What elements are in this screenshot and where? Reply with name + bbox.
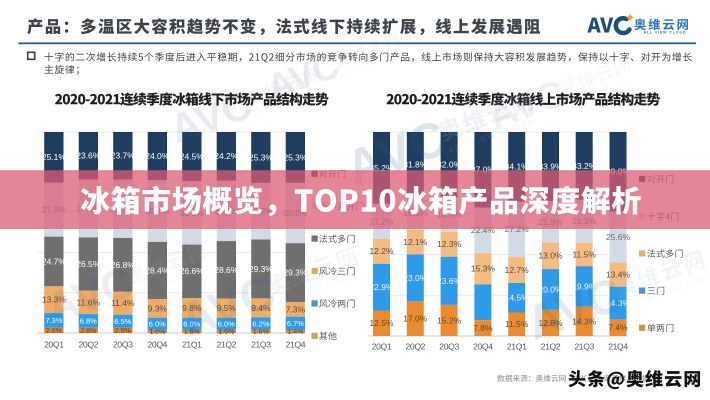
svg-text:14.3%: 14.3% [606, 298, 631, 308]
svg-text:21Q3: 21Q3 [251, 339, 271, 349]
svg-text:29.3%: 29.3% [249, 264, 274, 274]
svg-text:12.1%: 12.1% [403, 237, 428, 247]
svg-text:9.8%: 9.8% [182, 303, 202, 313]
svg-text:20.0%: 20.0% [538, 284, 563, 294]
svg-text:26.8%: 26.8% [111, 260, 136, 270]
svg-text:22.4%: 22.4% [471, 225, 496, 235]
svg-text:6.0%: 6.0% [183, 320, 200, 329]
svg-text:27.2%: 27.2% [505, 224, 530, 234]
svg-text:28.6%: 28.6% [214, 265, 239, 275]
svg-text:21Q4: 21Q4 [608, 341, 628, 351]
svg-text:21Q3: 21Q3 [574, 341, 594, 351]
svg-text:25.1%: 25.1% [42, 152, 67, 162]
svg-text:37.0%: 37.0% [471, 165, 496, 175]
svg-text:14.5%: 14.5% [505, 293, 530, 303]
svg-text:6.5%: 6.5% [114, 317, 131, 326]
svg-text:21Q2: 21Q2 [541, 341, 561, 351]
svg-text:17.0%: 17.0% [403, 314, 428, 324]
svg-text:11.5%: 11.5% [572, 249, 596, 259]
svg-text:12.8%: 12.8% [538, 318, 563, 328]
svg-text:1.6%: 1.6% [184, 329, 200, 336]
svg-text:21Q1: 21Q1 [182, 339, 202, 349]
svg-text:20Q1: 20Q1 [372, 341, 392, 351]
svg-text:24.5%: 24.5% [180, 152, 205, 162]
svg-text:33.9%: 33.9% [538, 162, 563, 172]
svg-text:26.6%: 26.6% [180, 266, 205, 276]
svg-text:26.5%: 26.5% [76, 259, 101, 269]
svg-text:21Q2: 21Q2 [216, 339, 236, 349]
svg-text:2.6%: 2.6% [46, 328, 62, 335]
svg-text:15.2%: 15.2% [437, 315, 462, 325]
svg-text:24.2%: 24.2% [214, 151, 239, 161]
svg-text:6.8%: 6.8% [80, 317, 97, 326]
svg-text:1.4%: 1.4% [287, 329, 303, 336]
svg-text:6.7%: 6.7% [287, 319, 304, 328]
svg-text:20Q3: 20Q3 [439, 341, 459, 351]
svg-text:23.0%: 23.0% [403, 273, 428, 283]
svg-text:34.1%: 34.1% [505, 162, 530, 172]
svg-text:25.3%: 25.3% [249, 152, 274, 162]
svg-text:13.3%: 13.3% [42, 295, 67, 305]
svg-text:22.9%: 22.9% [369, 282, 394, 292]
svg-text:1.6%: 1.6% [149, 329, 165, 336]
svg-text:9.3%: 9.3% [148, 303, 168, 313]
svg-text:1.6%: 1.6% [253, 329, 269, 336]
svg-text:32.0%: 32.0% [437, 160, 462, 170]
svg-text:12.2%: 12.2% [369, 246, 394, 256]
svg-text:21Q4: 21Q4 [286, 339, 306, 349]
svg-text:6.0%: 6.0% [149, 320, 166, 329]
svg-text:20Q2: 20Q2 [78, 339, 98, 349]
svg-text:24.0%: 24.0% [145, 151, 170, 161]
svg-text:25.6%: 25.6% [606, 232, 631, 242]
svg-text:7.3%: 7.3% [286, 304, 306, 314]
svg-text:21Q1: 21Q1 [507, 341, 527, 351]
svg-text:25.3%: 25.3% [283, 152, 308, 162]
svg-text:9.5%: 9.5% [217, 303, 237, 313]
svg-text:12.3%: 12.3% [437, 239, 462, 249]
svg-text:20Q1: 20Q1 [44, 339, 64, 349]
svg-text:23.6%: 23.6% [76, 151, 101, 161]
svg-text:6.2%: 6.2% [252, 319, 269, 328]
svg-text:33.2%: 33.2% [572, 161, 597, 171]
svg-text:20Q3: 20Q3 [113, 339, 133, 349]
svg-text:ALL VIEW CLOUD: ALL VIEW CLOUD [644, 30, 687, 34]
svg-text:11.4%: 11.4% [111, 298, 135, 308]
svg-text:6.0%: 6.0% [218, 320, 235, 329]
svg-text:14.3%: 14.3% [572, 316, 597, 326]
svg-text:2.6%: 2.6% [115, 328, 131, 335]
svg-text:19.9%: 19.9% [572, 281, 597, 291]
svg-text:23.6%: 23.6% [437, 276, 462, 286]
svg-text:7.3%: 7.3% [45, 316, 62, 325]
svg-text:13.0%: 13.0% [538, 251, 563, 261]
svg-text:7.4%: 7.4% [608, 323, 628, 333]
svg-text:2.6%: 2.6% [80, 328, 96, 335]
svg-text:15.3%: 15.3% [471, 264, 496, 274]
svg-text:20Q4: 20Q4 [147, 339, 167, 349]
svg-text:20Q2: 20Q2 [405, 341, 425, 351]
svg-text:9.4%: 9.4% [251, 303, 271, 313]
svg-text:7.8%: 7.8% [473, 323, 493, 333]
svg-text:1.6%: 1.6% [218, 329, 234, 336]
svg-text:11.5%: 11.5% [505, 319, 529, 329]
svg-text:35.2%: 35.2% [369, 163, 394, 173]
svg-text:31.8%: 31.8% [403, 159, 428, 169]
svg-text:20Q4: 20Q4 [473, 341, 493, 351]
svg-text:23.7%: 23.7% [111, 151, 136, 161]
svg-text:12.5%: 12.5% [369, 318, 394, 328]
svg-text:13.4%: 13.4% [606, 270, 631, 280]
svg-text:11.6%: 11.6% [77, 297, 101, 307]
svg-text:12.7%: 12.7% [505, 265, 530, 275]
svg-text:24.7%: 24.7% [42, 256, 67, 266]
